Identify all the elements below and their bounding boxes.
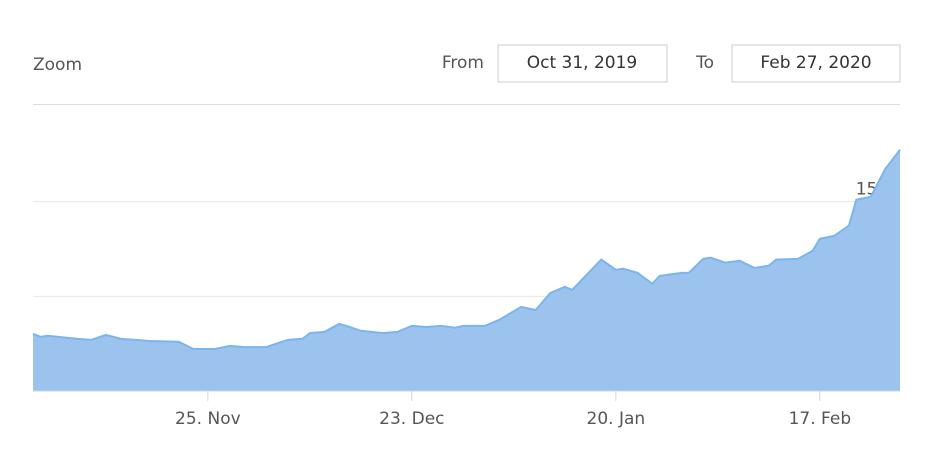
x-tick-label: 23. Dec (379, 409, 444, 429)
to-label: To (695, 53, 714, 73)
x-tick-label: 25. Nov (175, 409, 241, 429)
from-value[interactable]: Oct 31, 2019 (527, 53, 638, 73)
from-input[interactable] (497, 44, 668, 83)
area (33, 149, 900, 391)
from-label: From (442, 53, 484, 73)
line (32, 149, 901, 350)
to-value[interactable]: Feb 27, 2020 (760, 53, 871, 73)
x-tick-label: 20. Jan (587, 409, 646, 429)
zoom-label: Zoom (33, 55, 82, 75)
to-input[interactable] (731, 44, 901, 83)
x-tick-label: 17. Feb (789, 409, 852, 429)
